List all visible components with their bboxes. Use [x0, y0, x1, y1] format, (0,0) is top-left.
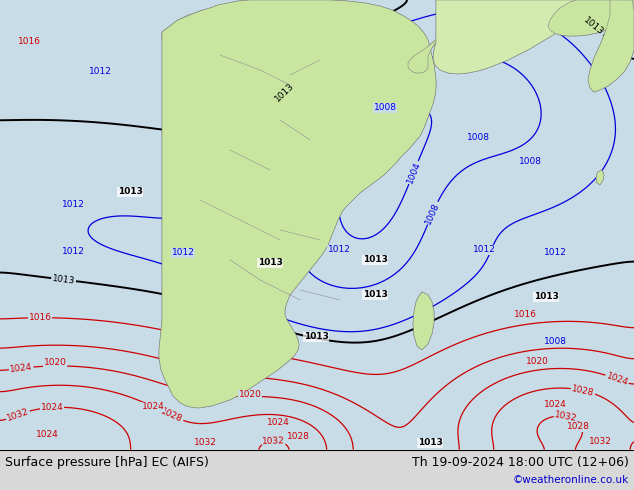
- Text: 1032: 1032: [193, 439, 216, 447]
- Polygon shape: [162, 2, 254, 48]
- Polygon shape: [413, 292, 434, 350]
- Text: 1012: 1012: [61, 200, 84, 209]
- Text: Th 19-09-2024 18:00 UTC (12+06): Th 19-09-2024 18:00 UTC (12+06): [412, 456, 629, 469]
- Text: 1012: 1012: [328, 245, 351, 254]
- Text: 1013: 1013: [363, 291, 387, 299]
- Text: 1012: 1012: [61, 247, 84, 256]
- Text: 1016: 1016: [18, 37, 41, 47]
- Text: 1032: 1032: [262, 436, 285, 445]
- Text: 1020: 1020: [526, 357, 548, 367]
- Polygon shape: [588, 0, 634, 92]
- Text: 1016: 1016: [514, 310, 536, 319]
- Text: Surface pressure [hPa] EC (AIFS): Surface pressure [hPa] EC (AIFS): [5, 456, 209, 469]
- Polygon shape: [548, 0, 634, 36]
- Polygon shape: [159, 0, 436, 408]
- Text: 1013: 1013: [304, 332, 328, 342]
- Polygon shape: [433, 0, 578, 74]
- Text: 1028: 1028: [287, 432, 309, 441]
- Text: 1013: 1013: [51, 274, 75, 286]
- Text: 1013: 1013: [257, 258, 282, 268]
- Polygon shape: [413, 292, 434, 350]
- Text: 1012: 1012: [215, 284, 239, 302]
- Text: 1024: 1024: [10, 363, 33, 374]
- Text: 1024: 1024: [36, 430, 58, 440]
- Text: 1032: 1032: [554, 410, 578, 423]
- Text: 1028: 1028: [571, 384, 595, 397]
- Text: 1012: 1012: [543, 248, 566, 257]
- Text: 1008: 1008: [519, 157, 541, 167]
- Text: 1008: 1008: [467, 133, 489, 143]
- Text: 1024: 1024: [41, 403, 63, 413]
- Text: 1004: 1004: [405, 160, 422, 185]
- Text: 1020: 1020: [174, 358, 199, 373]
- Polygon shape: [408, 18, 450, 73]
- Text: ©weatheronline.co.uk: ©weatheronline.co.uk: [513, 475, 629, 485]
- Polygon shape: [588, 0, 634, 92]
- Text: 1013: 1013: [418, 439, 443, 447]
- Text: 1028: 1028: [160, 407, 184, 424]
- Polygon shape: [596, 170, 604, 185]
- Text: 1012: 1012: [472, 245, 495, 254]
- Text: 1008: 1008: [424, 201, 441, 225]
- Text: 1016: 1016: [262, 349, 287, 362]
- Polygon shape: [548, 0, 634, 36]
- Text: 1013: 1013: [274, 81, 297, 103]
- Text: 1024: 1024: [267, 418, 289, 427]
- Text: 1032: 1032: [588, 437, 611, 446]
- Text: 1013: 1013: [582, 16, 605, 38]
- Text: 1012: 1012: [89, 68, 112, 76]
- Text: 1024: 1024: [605, 371, 630, 388]
- Text: 1016: 1016: [29, 314, 51, 322]
- Text: 1008: 1008: [373, 103, 396, 113]
- Text: 1013: 1013: [534, 293, 559, 301]
- Text: 1032: 1032: [6, 407, 30, 423]
- Text: 1028: 1028: [567, 422, 590, 431]
- Text: 1013: 1013: [117, 187, 143, 196]
- Text: 1013: 1013: [363, 255, 387, 265]
- Text: 1024: 1024: [543, 400, 566, 409]
- Polygon shape: [433, 0, 578, 74]
- Text: 1020: 1020: [238, 391, 261, 399]
- Polygon shape: [408, 18, 450, 73]
- Polygon shape: [596, 170, 604, 185]
- Text: 1024: 1024: [141, 402, 164, 411]
- Text: 1012: 1012: [172, 248, 195, 257]
- Polygon shape: [159, 0, 436, 408]
- Text: 1020: 1020: [44, 358, 67, 368]
- Text: 1008: 1008: [543, 337, 567, 346]
